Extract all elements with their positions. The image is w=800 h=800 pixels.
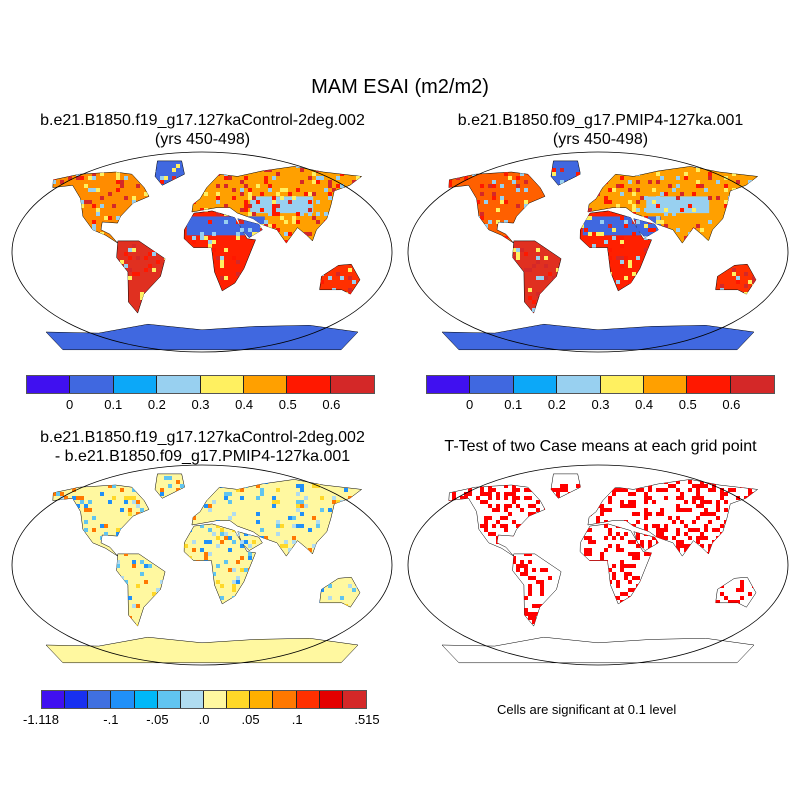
map-border <box>407 151 789 353</box>
colorbar-difference-label: -.05 <box>146 712 169 727</box>
colorbar-case2-box <box>730 376 774 393</box>
colorbar-difference-label: -1.118 <box>23 712 59 727</box>
continent-australia <box>319 576 361 608</box>
panel-1-title-line1: b.e21.B1850.f19_g17.127kaControl-2deg.00… <box>40 112 365 129</box>
continent-antarctica <box>45 636 359 664</box>
map-panel-4 <box>407 464 789 666</box>
colorbar-case2-box <box>513 376 558 393</box>
panel-3-title-line1: b.e21.B1850.f19_g17.127kaControl-2deg.00… <box>40 429 365 446</box>
colorbar-case2-label: 0.4 <box>635 397 654 412</box>
colorbar-case2-label: 0 <box>466 397 474 412</box>
colorbar-difference-label: .1 <box>291 712 303 727</box>
colorbar-difference-box <box>273 691 297 708</box>
colorbar-case1-box <box>200 376 244 393</box>
colorbar-case2-label: 0.1 <box>504 397 523 412</box>
colorbar-case1-label: 0 <box>66 397 74 412</box>
colorbar-case2-box <box>600 376 644 393</box>
colorbar-case2-label: 0.5 <box>678 397 697 412</box>
map-panel-3 <box>11 464 393 666</box>
continent-eurasia <box>587 479 759 557</box>
colorbar-case2-box <box>687 376 731 393</box>
panel-1-title-line2: (yrs 450-498) <box>154 131 251 148</box>
colorbar-difference <box>41 690 367 709</box>
colorbar-case1-label: 0.1 <box>104 397 123 412</box>
colorbar-case1-box <box>287 376 331 393</box>
colorbar-case2-label: 0.2 <box>547 397 566 412</box>
continent-antarctica <box>441 323 755 351</box>
continent-namerica <box>448 171 546 244</box>
colorbar-difference-box <box>250 691 274 708</box>
colorbar-case2-box <box>470 376 514 393</box>
colorbar-difference-box <box>342 691 366 708</box>
continent-arabia <box>237 531 263 551</box>
colorbar-case1 <box>26 375 375 394</box>
colorbar-difference-box <box>319 691 343 708</box>
colorbar-difference-box <box>157 691 181 708</box>
colorbar-difference-box <box>88 691 112 708</box>
colorbar-difference-box <box>227 691 251 708</box>
colorbar-case1-box <box>27 376 71 393</box>
colorbar-difference-label: .0 <box>198 712 210 727</box>
panel-4-title: T-Test of two Case means at each grid po… <box>398 437 800 456</box>
panel-3-title-line2: - b.e21.B1850.f09_g17.PMIP4-127ka.001 <box>54 448 351 465</box>
colorbar-case2-box <box>557 376 601 393</box>
colorbar-case1-box <box>70 376 114 393</box>
colorbar-case1-label: 0.5 <box>278 397 297 412</box>
panel-2-title-line1: b.e21.B1850.f09_g17.PMIP4-127ka.001 <box>457 112 744 129</box>
continent-greenland <box>154 160 185 186</box>
panel-2-title: b.e21.B1850.f09_g17.PMIP4-127ka.001 (yrs… <box>398 111 800 149</box>
map-border <box>11 151 393 353</box>
colorbar-difference-box <box>65 691 89 708</box>
map-panel-2 <box>407 151 789 353</box>
map-border <box>11 464 393 666</box>
significance-note: Cells are significant at 0.1 level <box>497 702 677 717</box>
panel-2-title-line2: (yrs 450-498) <box>552 131 649 148</box>
colorbar-case2-box <box>643 376 688 393</box>
panel-3-title: b.e21.B1850.f19_g17.127kaControl-2deg.00… <box>0 428 405 466</box>
panel-1-title: b.e21.B1850.f19_g17.127kaControl-2deg.00… <box>0 111 405 149</box>
colorbar-difference-label: .05 <box>241 712 260 727</box>
colorbar-case1-label: 0.4 <box>235 397 254 412</box>
continent-australia <box>319 263 361 295</box>
colorbar-difference-box <box>180 691 204 708</box>
colorbar-case1-box <box>330 376 374 393</box>
colorbar-difference-box <box>134 691 158 708</box>
continent-antarctica <box>45 323 359 351</box>
colorbar-difference-label: -.1 <box>103 712 119 727</box>
colorbar-difference-box <box>42 691 66 708</box>
colorbar-case1-label: 0.2 <box>147 397 166 412</box>
continent-greenland <box>550 160 581 186</box>
colorbar-case2 <box>426 375 775 394</box>
continent-samerica <box>116 240 166 314</box>
colorbar-case2-label: 0.3 <box>591 397 610 412</box>
colorbar-case1-label: 0.3 <box>191 397 210 412</box>
grid-cells <box>46 476 362 636</box>
continent-antarctica <box>441 636 755 664</box>
map-border <box>407 464 789 666</box>
colorbar-case1-box <box>157 376 201 393</box>
colorbar-case2-box <box>427 376 471 393</box>
colorbar-difference-box <box>203 691 228 708</box>
figure-title: MAM ESAI (m2/m2) <box>311 76 489 98</box>
colorbar-case1-box <box>243 376 288 393</box>
panel-4-title-line1: T-Test of two Case means at each grid po… <box>444 438 757 455</box>
colorbar-difference-box <box>296 691 320 708</box>
colorbar-difference-label: .515 <box>354 712 380 727</box>
colorbar-difference-box <box>111 691 135 708</box>
map-panel-1 <box>11 151 393 353</box>
colorbar-case1-box <box>113 376 158 393</box>
colorbar-case1-label: 0.6 <box>322 397 341 412</box>
colorbar-case2-label: 0.6 <box>722 397 741 412</box>
